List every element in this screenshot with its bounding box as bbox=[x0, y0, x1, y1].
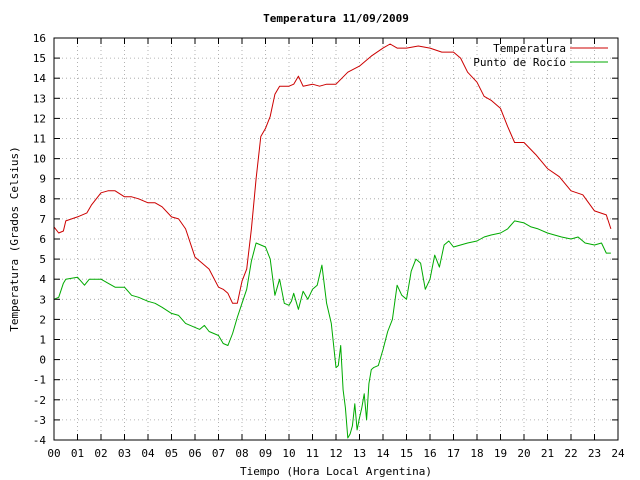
y-tick-label: 8 bbox=[39, 193, 46, 206]
y-tick-label: 11 bbox=[33, 133, 46, 146]
punto-de-rocio-series-line bbox=[53, 220, 611, 439]
x-tick-label: 02 bbox=[94, 447, 107, 460]
x-tick-label: 13 bbox=[353, 447, 366, 460]
x-tick-label: 24 bbox=[611, 447, 625, 460]
y-tick-label: 7 bbox=[39, 213, 46, 226]
x-tick-label: 08 bbox=[235, 447, 248, 460]
y-tick-label: -3 bbox=[33, 414, 46, 427]
x-tick-label: 00 bbox=[47, 447, 60, 460]
y-tick-label: 13 bbox=[33, 92, 46, 105]
y-tick-label: 9 bbox=[39, 173, 46, 186]
x-tick-label: 12 bbox=[329, 447, 342, 460]
y-tick-label: 2 bbox=[39, 313, 46, 326]
y-tick-label: -4 bbox=[33, 434, 47, 447]
y-tick-label: 15 bbox=[33, 52, 46, 65]
y-axis-label: Temperatura (Grados Celsius) bbox=[8, 146, 21, 331]
x-tick-label: 14 bbox=[376, 447, 390, 460]
x-tick-label: 04 bbox=[141, 447, 155, 460]
series-layer bbox=[53, 43, 612, 439]
y-tick-label: 3 bbox=[39, 293, 46, 306]
x-tick-label: 23 bbox=[588, 447, 601, 460]
x-tick-label: 20 bbox=[517, 447, 530, 460]
y-tick-label: -1 bbox=[33, 374, 46, 387]
x-tick-label: 19 bbox=[494, 447, 507, 460]
grid bbox=[54, 38, 618, 440]
y-tick-label: -2 bbox=[33, 394, 46, 407]
legend-label-punto-de-rocio: Punto de Rocío bbox=[473, 56, 566, 69]
x-tick-label: 17 bbox=[447, 447, 460, 460]
y-tick-label: 0 bbox=[39, 354, 46, 367]
x-axis-label: Tiempo (Hora Local Argentina) bbox=[240, 465, 432, 478]
y-tick-label: 4 bbox=[39, 273, 46, 286]
x-tick-label: 10 bbox=[282, 447, 295, 460]
y-tick-label: 12 bbox=[33, 112, 46, 125]
x-tick-label: 05 bbox=[165, 447, 178, 460]
legend: Temperatura Punto de Rocío bbox=[473, 42, 608, 69]
x-tick-label: 16 bbox=[423, 447, 436, 460]
x-tick-label: 21 bbox=[541, 447, 554, 460]
x-tick-label: 06 bbox=[188, 447, 201, 460]
x-tick-label: 15 bbox=[400, 447, 413, 460]
y-tick-label: 5 bbox=[39, 253, 46, 266]
y-tick-label: 6 bbox=[39, 233, 46, 246]
x-tick-label: 09 bbox=[259, 447, 272, 460]
y-tick-label: 14 bbox=[33, 72, 47, 85]
y-tick-label: 10 bbox=[33, 153, 46, 166]
x-tick-label: 11 bbox=[306, 447, 319, 460]
x-tick-label: 01 bbox=[71, 447, 84, 460]
y-tick-label: 16 bbox=[33, 32, 46, 45]
temperatura-series-line bbox=[53, 43, 612, 304]
legend-label-temperatura: Temperatura bbox=[493, 42, 566, 55]
x-tick-label: 03 bbox=[118, 447, 131, 460]
x-tick-label: 18 bbox=[470, 447, 483, 460]
y-tick-label: 1 bbox=[39, 334, 46, 347]
x-tick-label: 22 bbox=[564, 447, 577, 460]
chart-title: Temperatura 11/09/2009 bbox=[263, 12, 409, 25]
x-tick-label: 07 bbox=[212, 447, 225, 460]
